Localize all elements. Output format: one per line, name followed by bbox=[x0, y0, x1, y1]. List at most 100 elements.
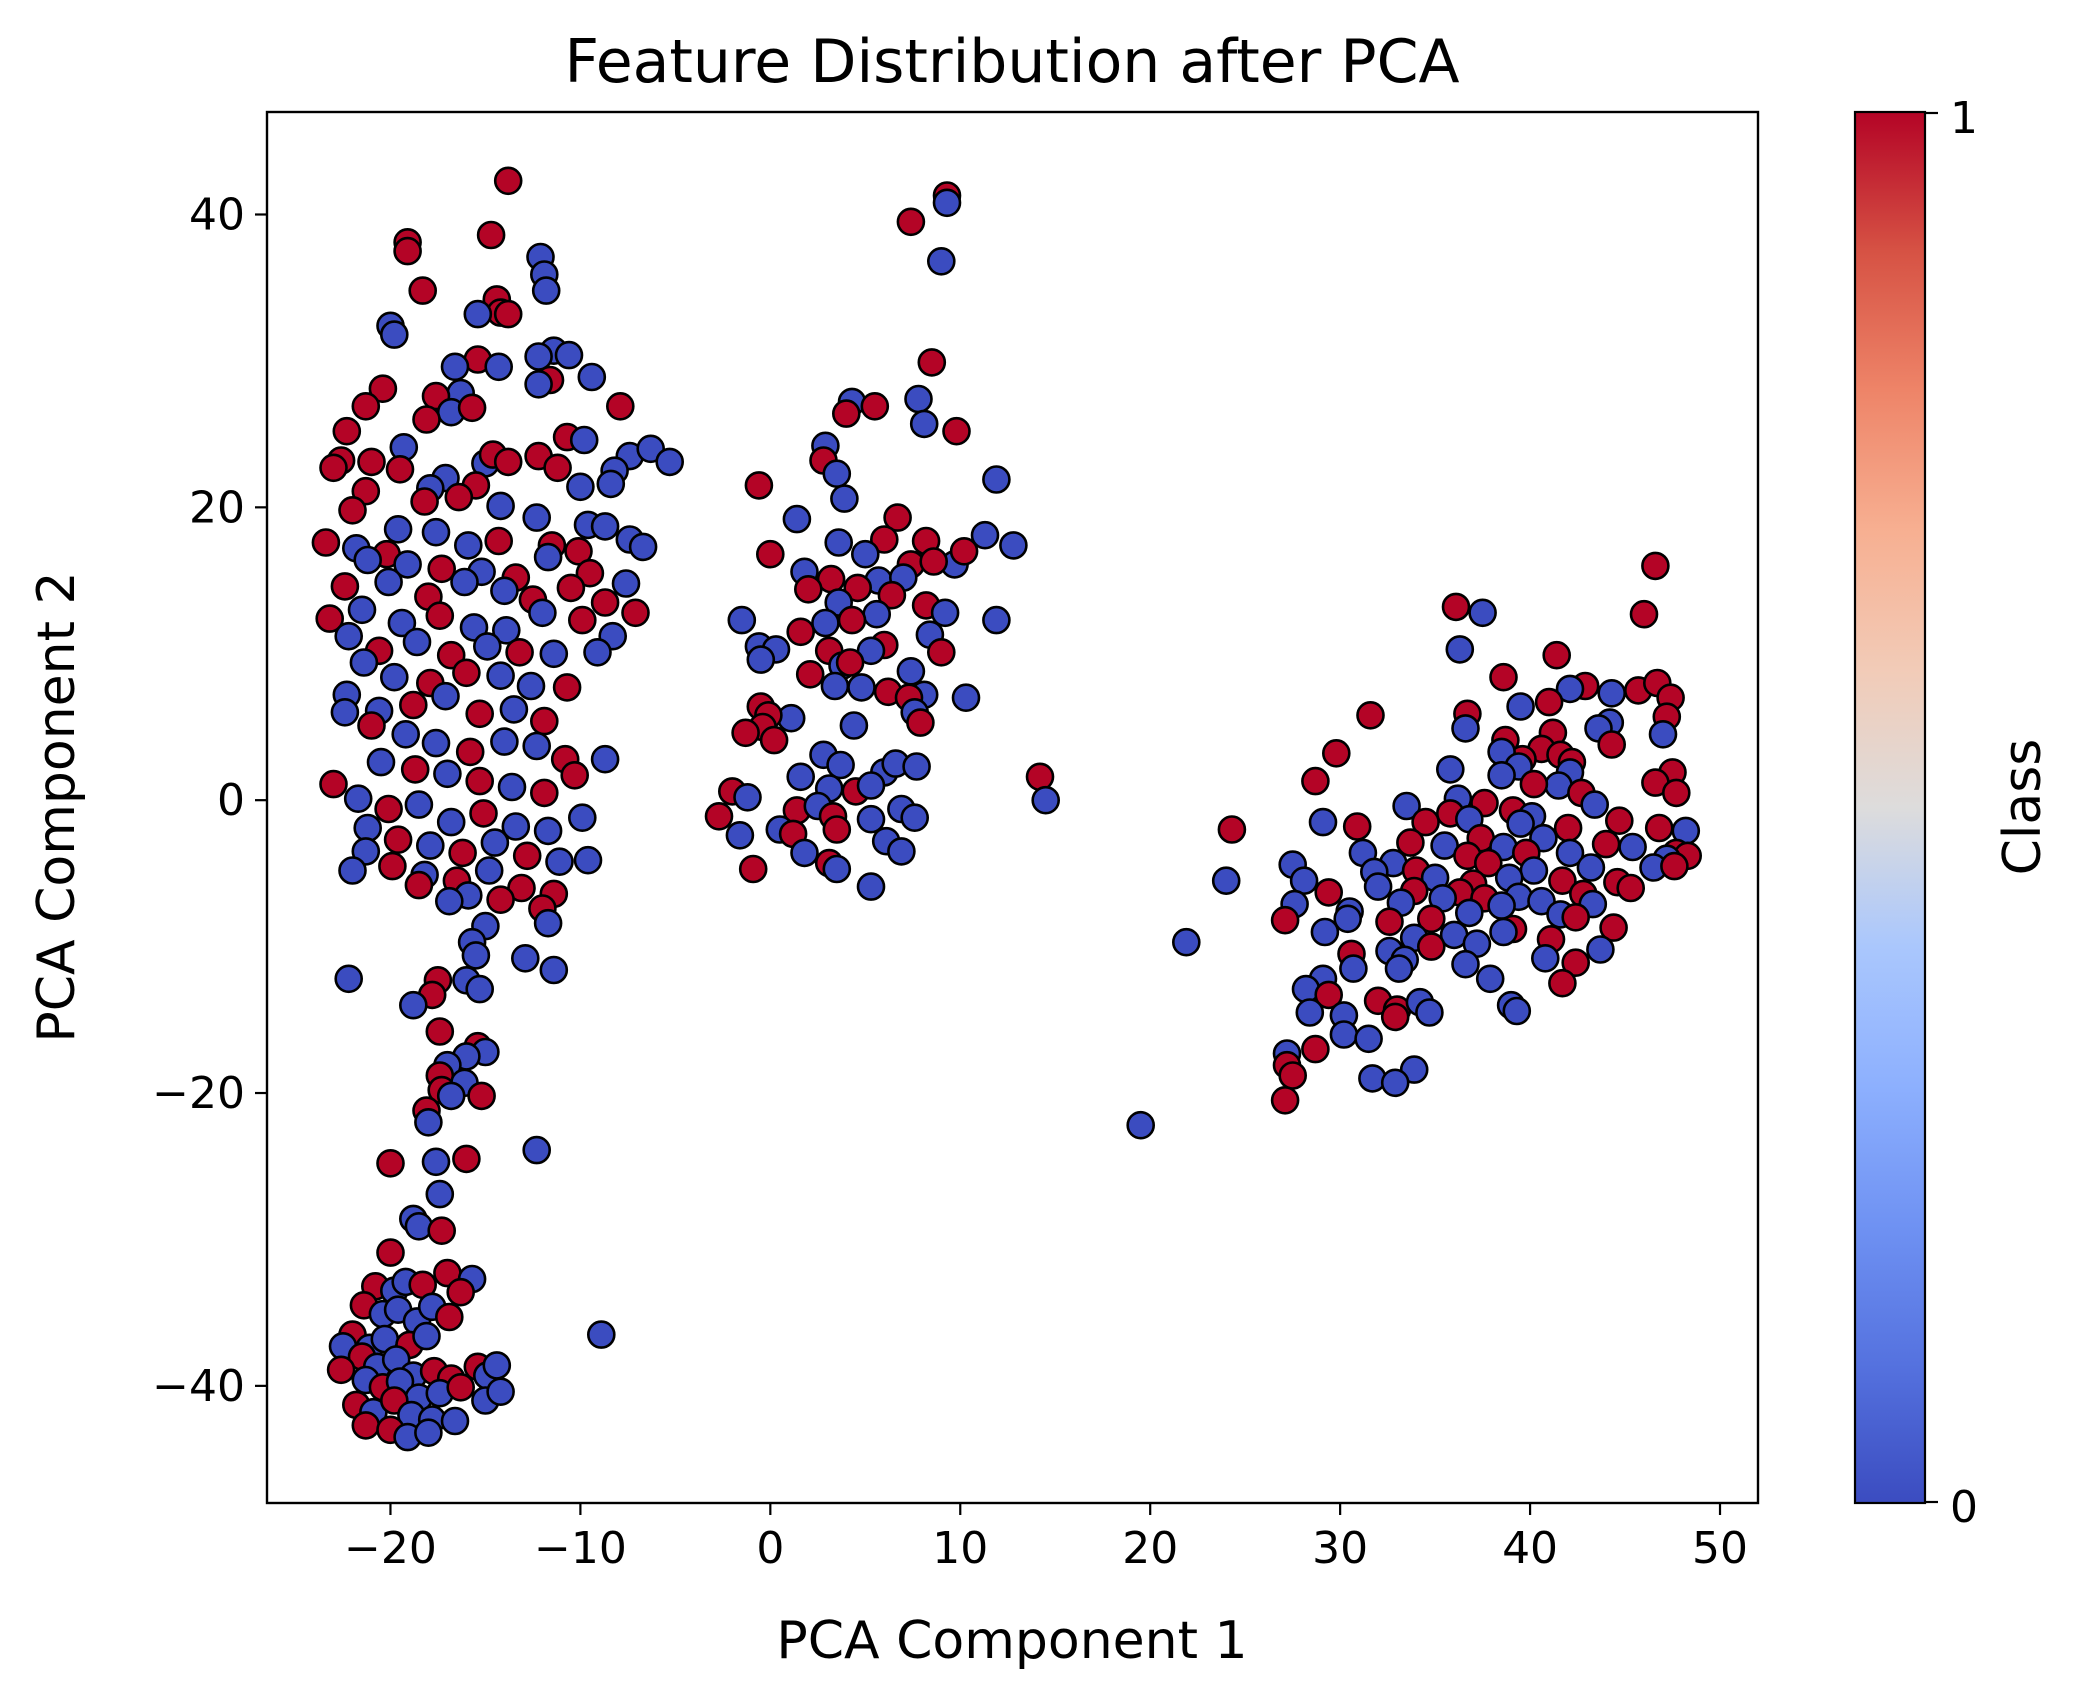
data-point bbox=[1644, 813, 1674, 843]
data-point bbox=[824, 528, 854, 557]
data-point bbox=[351, 391, 381, 421]
data-point bbox=[1534, 687, 1564, 717]
data-point bbox=[1597, 678, 1626, 708]
data-point bbox=[926, 637, 956, 667]
data-point bbox=[1380, 1002, 1410, 1032]
data-point bbox=[1629, 599, 1659, 629]
data-point bbox=[482, 1351, 512, 1380]
data-point bbox=[338, 495, 367, 525]
data-point bbox=[533, 542, 563, 572]
data-point bbox=[628, 532, 658, 562]
y-tick-label: 40 bbox=[189, 189, 245, 240]
data-point bbox=[383, 825, 413, 855]
data-point bbox=[474, 856, 504, 885]
data-point bbox=[746, 645, 776, 674]
colorbar-tick-label-1: 1 bbox=[1950, 93, 1978, 144]
data-point bbox=[1363, 872, 1393, 901]
data-point bbox=[837, 605, 867, 635]
data-point bbox=[566, 472, 595, 502]
data-point bbox=[410, 487, 439, 516]
data-point bbox=[522, 1135, 552, 1165]
data-point bbox=[353, 545, 383, 575]
data-point bbox=[755, 539, 785, 569]
data-point bbox=[1384, 954, 1414, 983]
data-point bbox=[856, 872, 886, 901]
data-point bbox=[831, 399, 861, 428]
data-point bbox=[839, 711, 869, 740]
y-tick-label: −20 bbox=[152, 1068, 245, 1119]
data-point bbox=[376, 1149, 405, 1178]
data-point bbox=[552, 673, 582, 702]
data-point bbox=[1380, 1068, 1410, 1098]
data-point bbox=[421, 728, 451, 758]
plot-frame bbox=[265, 110, 1760, 1505]
data-point bbox=[811, 608, 840, 638]
x-tick-label: 20 bbox=[1122, 1523, 1178, 1574]
data-point bbox=[1396, 828, 1425, 857]
data-point bbox=[427, 554, 457, 584]
data-point bbox=[385, 454, 415, 484]
data-point bbox=[408, 276, 438, 305]
data-point bbox=[1270, 1086, 1300, 1115]
data-point bbox=[856, 804, 886, 834]
data-point bbox=[1605, 806, 1634, 836]
data-point bbox=[427, 1216, 457, 1245]
data-point bbox=[1301, 1034, 1330, 1064]
data-point bbox=[452, 1144, 481, 1174]
data-point bbox=[490, 576, 519, 606]
data-point bbox=[412, 1321, 441, 1351]
data-point bbox=[1586, 935, 1615, 964]
data-point bbox=[949, 536, 979, 566]
data-point bbox=[577, 362, 607, 392]
data-point bbox=[330, 697, 360, 727]
data-point bbox=[883, 503, 912, 532]
data-point bbox=[1126, 1110, 1155, 1140]
data-point bbox=[425, 1179, 455, 1209]
colorbar-tick-label-0: 0 bbox=[1950, 1482, 1978, 1533]
x-tick-label: 10 bbox=[932, 1523, 988, 1574]
data-point bbox=[1289, 866, 1319, 896]
data-point bbox=[1519, 856, 1549, 885]
data-point bbox=[795, 659, 825, 689]
data-point bbox=[926, 246, 956, 276]
data-point bbox=[376, 1238, 405, 1267]
data-point bbox=[315, 604, 345, 633]
data-point bbox=[338, 856, 367, 885]
data-point bbox=[1576, 853, 1606, 882]
data-point bbox=[1475, 964, 1505, 994]
data-point bbox=[556, 573, 586, 603]
data-point bbox=[1502, 996, 1532, 1026]
data-point bbox=[759, 725, 789, 755]
data-point bbox=[528, 598, 557, 628]
data-point bbox=[1270, 905, 1300, 935]
x-tick-label: 0 bbox=[756, 1523, 784, 1574]
data-point bbox=[1354, 1024, 1383, 1054]
data-point bbox=[334, 964, 364, 994]
data-point bbox=[1468, 598, 1497, 628]
data-point bbox=[1542, 640, 1571, 670]
y-tick-label: 0 bbox=[217, 775, 245, 826]
data-point bbox=[529, 706, 559, 736]
points-layer bbox=[311, 166, 1702, 1452]
data-point bbox=[820, 671, 850, 701]
x-tick-label: −20 bbox=[344, 1523, 437, 1574]
data-point bbox=[463, 299, 493, 329]
data-point bbox=[1451, 949, 1480, 979]
data-point bbox=[387, 608, 417, 638]
data-point bbox=[522, 503, 552, 532]
data-point bbox=[533, 908, 563, 938]
data-point bbox=[1555, 838, 1585, 868]
data-point bbox=[486, 661, 515, 691]
data-point bbox=[467, 1081, 496, 1111]
data-point bbox=[860, 391, 890, 421]
data-point bbox=[919, 547, 949, 576]
data-point bbox=[476, 220, 506, 250]
data-point bbox=[1314, 980, 1343, 1010]
data-point bbox=[436, 1081, 466, 1111]
data-point bbox=[1417, 904, 1446, 934]
data-point bbox=[347, 595, 377, 625]
data-point bbox=[440, 1406, 470, 1436]
data-point bbox=[1561, 902, 1590, 932]
data-point bbox=[368, 374, 398, 404]
data-point bbox=[472, 632, 502, 661]
